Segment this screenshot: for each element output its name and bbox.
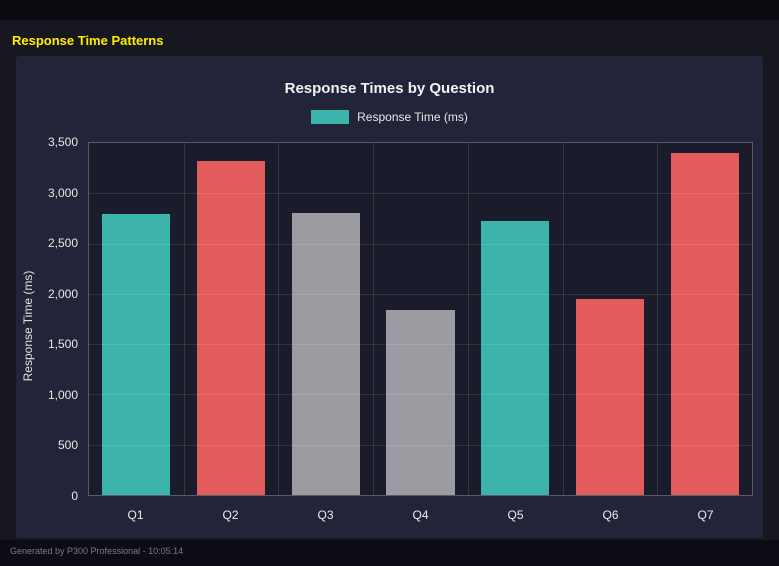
bar-q1 [102,214,171,495]
legend-swatch [311,110,350,124]
h-gridline [89,293,752,295]
y-tick-label: 1,500 [47,337,78,352]
x-tick-label-q6: Q6 [602,508,619,522]
bar-slot-q2 [184,143,279,495]
bars [89,143,752,495]
y-tick-label: 500 [57,438,78,453]
bar-q6 [575,298,645,495]
bar-q5 [481,221,550,495]
v-gridline [278,143,280,495]
v-gridline [562,143,564,495]
v-gridline [467,143,469,495]
page-title: Response Time Patterns [12,33,164,48]
chart-title: Response Times by Question [284,80,495,97]
x-tick-label-q1: Q1 [127,508,144,522]
bar-slot-q5 [468,143,563,495]
bar-slot-q6 [563,143,658,495]
v-gridline [373,143,375,495]
y-tick-label: 1,000 [47,387,78,402]
v-gridline [657,143,659,495]
h-gridline [89,193,752,195]
footer-text: Generated by P300 Professional - 10:05:1… [10,546,184,556]
bottom-window-band: Generated by P300 Professional - 10:05:1… [0,540,779,566]
h-gridline [89,394,752,396]
h-gridline [89,243,752,245]
bar-slot-q3 [278,143,373,495]
bar-q4 [386,309,455,495]
x-axis-labels: Q1 Q2 Q3 Q4 Q5 Q6 Q7 [88,508,753,522]
chart-panel: Response Times by Question Response Time… [16,56,763,538]
plot-area [88,142,753,496]
legend-label: Response Time (ms) [357,110,468,124]
x-tick-label-q3: Q3 [317,508,334,522]
v-gridline [183,143,185,495]
top-window-band [0,0,779,20]
bar-q3 [291,213,360,495]
y-axis-ticks: 0 500 1,000 1,500 2,000 2,500 3,000 3,500 [16,135,78,503]
chart-legend[interactable]: Response Time (ms) [16,110,763,124]
bar-slot-q1 [89,143,184,495]
y-tick-label: 2,500 [47,236,78,251]
bar-slot-q7 [657,143,752,495]
y-tick-label: 2,000 [47,286,78,301]
y-tick-label: 0 [71,489,78,503]
x-tick-label-q4: Q4 [412,508,429,522]
h-gridline [89,444,752,446]
bar-q7 [670,153,739,495]
h-gridline [89,344,752,346]
y-tick-label: 3,500 [47,135,78,149]
x-tick-label-q2: Q2 [222,508,239,522]
x-tick-label-q5: Q5 [507,508,524,522]
bar-slot-q4 [373,143,468,495]
x-tick-label-q7: Q7 [697,508,714,522]
y-tick-label: 3,000 [47,185,78,200]
bar-q2 [196,161,266,495]
